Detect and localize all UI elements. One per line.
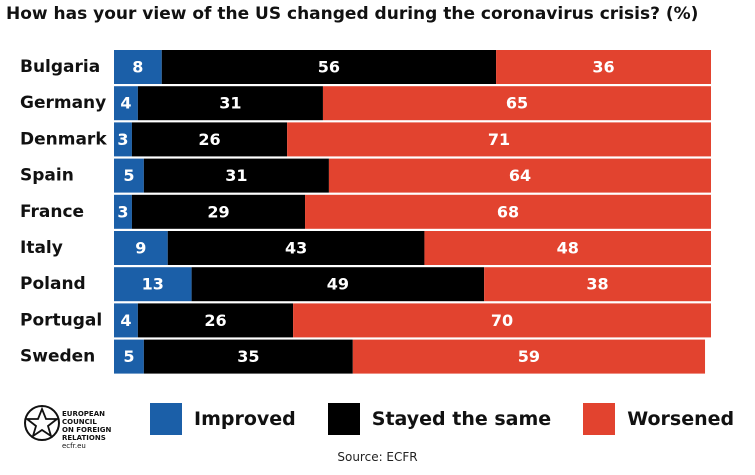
data-label: 4	[120, 94, 131, 113]
category-label: Bulgaria	[20, 57, 100, 77]
data-label: 31	[225, 166, 247, 185]
legend-item-improved: Improved	[150, 403, 296, 435]
bar-segment-stayed	[167, 231, 425, 265]
logo-line: COUNCIL	[62, 418, 97, 426]
category-label: Germany	[20, 93, 106, 113]
bar-segment-worsened	[328, 158, 711, 193]
bar-segment-worsened	[322, 86, 711, 121]
ecfr-logo	[24, 405, 60, 441]
legend-item-stayed: Stayed the same	[327, 403, 552, 435]
data-label: 56	[318, 58, 340, 77]
legend-label-improved: Improved	[194, 408, 296, 430]
logo-line: EUROPEAN	[62, 410, 105, 418]
bar-segment-stayed	[137, 86, 323, 121]
bar-segment-improved	[114, 267, 192, 302]
legend-swatch-improved	[150, 403, 182, 435]
data-label: 70	[491, 311, 513, 330]
data-label: 68	[497, 202, 519, 221]
legend-item-worsened: Worsened	[583, 403, 734, 435]
bar-segment-improved	[114, 303, 138, 338]
data-label: 71	[488, 130, 510, 149]
bar-segment-improved	[114, 50, 162, 84]
legend-label-stayed: Stayed the same	[371, 408, 552, 430]
logo-line: ON FOREIGN	[62, 426, 112, 434]
category-label: Italy	[20, 238, 63, 258]
data-label: 13	[142, 275, 164, 294]
data-label: 38	[586, 275, 608, 294]
data-label: 48	[557, 239, 579, 258]
data-label: 49	[327, 275, 349, 294]
data-label: 9	[135, 239, 146, 258]
source-note: Source: ECFR	[337, 450, 418, 464]
chart-title: How has your view of the US changed duri…	[6, 4, 699, 24]
logo-text: EUROPEAN COUNCIL ON FOREIGN RELATIONS ec…	[62, 410, 122, 450]
logo-star-icon	[24, 406, 60, 439]
data-label: 26	[198, 130, 220, 149]
data-label: 59	[518, 347, 540, 366]
bar-segment-worsened	[352, 339, 706, 374]
bar-segment-stayed	[143, 339, 353, 374]
bar-segment-stayed	[161, 50, 497, 84]
bar-segment-improved	[114, 86, 138, 121]
data-label: 43	[285, 239, 307, 258]
bar-segment-worsened	[496, 50, 711, 84]
logo-line: RELATIONS	[62, 434, 106, 442]
legend: Improved Stayed the same Worsened	[150, 403, 755, 435]
stacked-bar-chart: Bulgaria 8 56 36 Germany 4 31 65 Denmark 3 26 71 Spa…	[20, 50, 711, 374]
data-label: 65	[506, 94, 528, 113]
data-label: 26	[204, 311, 226, 330]
bar-segment-worsened	[424, 231, 711, 265]
data-label: 31	[219, 94, 241, 113]
legend-label-worsened: Worsened	[627, 408, 735, 430]
category-label: Denmark	[20, 129, 107, 149]
bar-segment-stayed	[137, 303, 294, 338]
bar-segment-improved	[114, 231, 168, 265]
bar-segment-worsened	[287, 122, 711, 157]
bar-segment-worsened	[305, 194, 711, 229]
data-label: 36	[592, 58, 614, 77]
bar-segment-worsened	[484, 267, 711, 302]
data-label: 4	[120, 311, 131, 330]
legend-swatch-stayed	[327, 403, 360, 435]
logo-circle-icon	[24, 405, 60, 441]
data-label: 29	[207, 202, 229, 221]
data-label: 5	[123, 347, 134, 366]
bar-segment-improved	[114, 122, 132, 157]
bar-segment-improved	[114, 339, 144, 374]
data-label: 5	[123, 166, 134, 185]
data-label: 64	[509, 166, 531, 185]
bar-segment-stayed	[131, 122, 288, 157]
category-label: France	[20, 202, 84, 222]
legend-swatch-worsened	[583, 403, 616, 435]
category-label: Spain	[20, 166, 74, 186]
bar-segment-improved	[114, 194, 132, 229]
bar-segment-stayed	[143, 158, 329, 193]
data-label: 3	[117, 130, 128, 149]
bar-segment-worsened	[293, 303, 711, 338]
data-label: 8	[132, 58, 143, 77]
data-label: 35	[237, 347, 259, 366]
logo-url: ecfr.eu	[62, 442, 86, 450]
data-label: 3	[117, 202, 128, 221]
category-label: Poland	[20, 274, 86, 294]
bar-segment-improved	[114, 158, 144, 193]
bar-segment-stayed	[131, 194, 306, 229]
category-label: Portugal	[20, 310, 102, 330]
bar-segment-stayed	[191, 267, 485, 302]
category-label: Sweden	[20, 347, 95, 367]
